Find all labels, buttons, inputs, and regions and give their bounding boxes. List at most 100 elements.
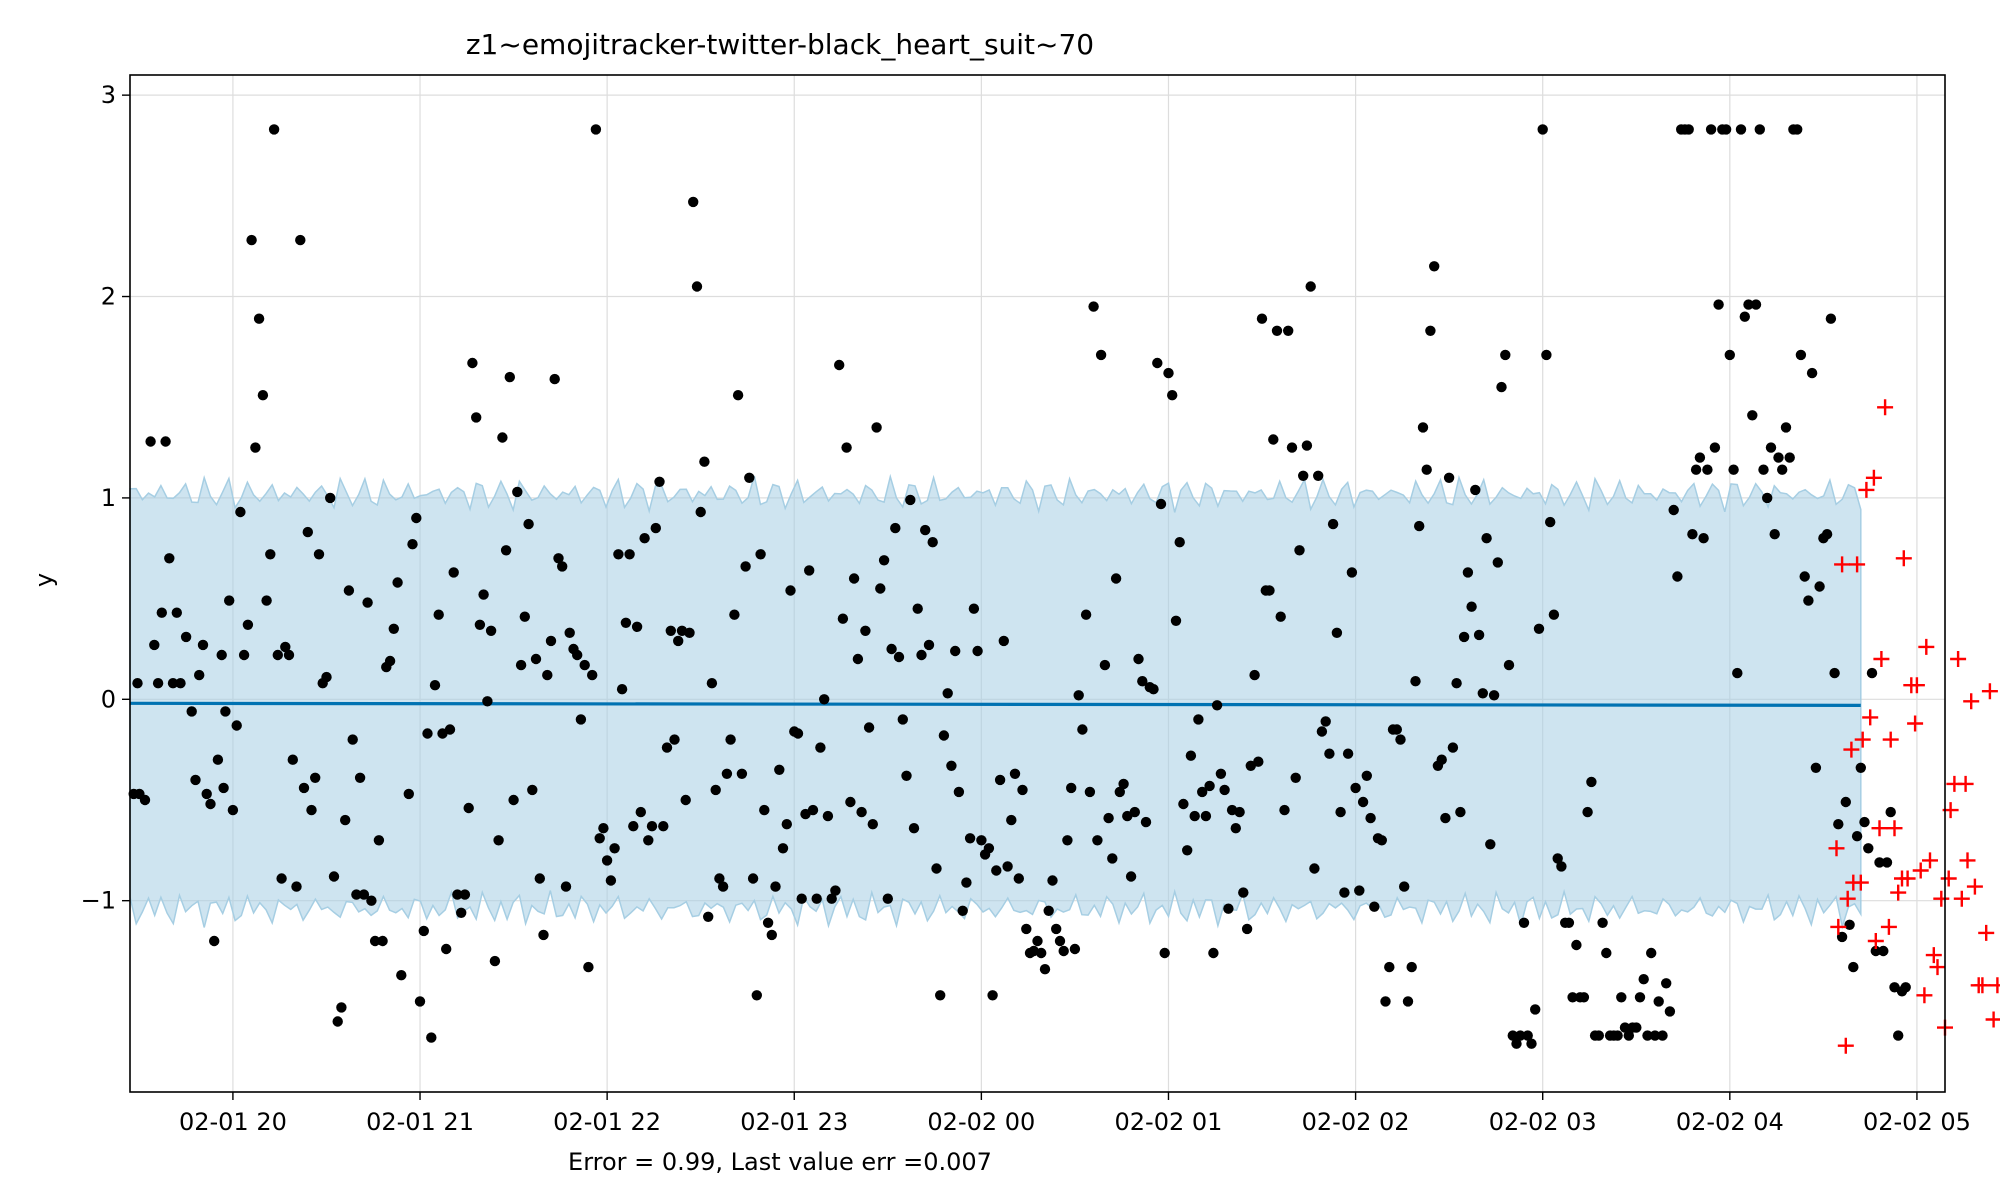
observed-point — [1866, 667, 1878, 679]
observed-point — [1159, 947, 1170, 959]
observed-point — [1683, 124, 1694, 135]
observed-point — [1234, 806, 1245, 818]
observed-point — [549, 373, 560, 385]
observed-point — [433, 609, 444, 620]
observed-point — [1833, 819, 1844, 830]
observed-point — [1140, 816, 1152, 828]
observed-point — [1792, 124, 1803, 135]
observed-point — [1443, 472, 1455, 483]
observed-point — [1455, 806, 1466, 818]
anomaly-point — [1880, 918, 1897, 935]
observed-point — [171, 607, 182, 618]
observed-point — [837, 613, 849, 624]
observed-point — [1507, 1030, 1519, 1041]
observed-point — [1597, 917, 1608, 928]
observed-point — [268, 124, 280, 135]
observed-point — [1380, 996, 1391, 1007]
anomaly-point — [1959, 852, 1976, 869]
anomaly-point — [1862, 709, 1879, 726]
observed-point — [1859, 816, 1870, 828]
observed-point — [991, 865, 1002, 876]
observed-point — [620, 617, 632, 628]
observed-point — [1062, 835, 1073, 846]
observed-point — [1114, 786, 1126, 798]
observed-point — [1335, 806, 1346, 818]
observed-point — [1253, 756, 1264, 767]
observed-point — [1088, 301, 1099, 312]
observed-point — [354, 772, 366, 783]
observed-point — [1829, 667, 1840, 679]
observed-point — [321, 671, 332, 683]
observed-point — [358, 889, 370, 900]
anomaly-point — [1837, 1037, 1854, 1054]
observed-point — [1462, 567, 1474, 578]
observed-point — [1646, 947, 1657, 959]
observed-point — [1107, 853, 1118, 864]
observed-point — [669, 734, 680, 745]
observed-point — [351, 889, 362, 900]
anomaly-point — [1873, 651, 1890, 667]
observed-point — [403, 788, 414, 800]
observed-point — [875, 583, 886, 594]
observed-point — [220, 706, 231, 717]
observed-point — [923, 639, 935, 651]
observed-point — [212, 754, 224, 765]
observed-point — [426, 1032, 437, 1043]
observed-point — [1806, 367, 1818, 379]
observed-point — [1488, 690, 1500, 701]
observed-point — [1623, 1030, 1635, 1041]
observed-point — [1821, 529, 1833, 540]
observed-point — [609, 843, 620, 854]
observed-point — [1810, 762, 1822, 773]
observed-point — [1593, 1030, 1605, 1041]
anomaly-point — [1957, 775, 1974, 792]
x-tick-label: 02-02 01 — [1115, 1108, 1223, 1136]
observed-point — [639, 533, 650, 544]
observed-point — [1878, 945, 1889, 957]
observed-point — [362, 597, 373, 608]
anomaly-point — [1886, 820, 1903, 837]
observed-point — [1320, 716, 1331, 727]
observed-point — [139, 794, 151, 806]
observed-point — [587, 669, 598, 681]
anomaly-point — [1933, 890, 1950, 907]
anomaly-point — [1918, 638, 1935, 655]
observed-point — [1687, 529, 1698, 540]
anomaly-point — [1877, 399, 1894, 416]
observed-point — [227, 804, 239, 816]
observed-point — [1193, 714, 1204, 725]
observed-point — [238, 649, 250, 661]
observed-point — [732, 390, 744, 401]
x-tick-label: 02-02 03 — [1489, 1108, 1597, 1136]
observed-point — [201, 788, 212, 800]
observed-point — [1316, 726, 1328, 737]
observed-point — [1649, 1030, 1661, 1041]
observed-point — [1073, 690, 1084, 701]
observed-point — [328, 871, 340, 882]
observed-point — [1406, 961, 1417, 973]
observed-point — [1054, 935, 1066, 947]
observed-point — [1032, 935, 1043, 947]
observed-point — [920, 524, 931, 536]
observed-point — [463, 802, 474, 814]
observed-point — [1092, 835, 1103, 846]
observed-point — [190, 774, 201, 786]
chart-title: z1~emojitracker-twitter-black_heart_suit… — [466, 28, 1094, 61]
observed-point — [590, 124, 602, 135]
observed-point — [1780, 422, 1792, 433]
observed-point — [867, 819, 878, 830]
observed-point — [1039, 964, 1051, 975]
observed-point — [418, 925, 429, 937]
observed-point — [1125, 871, 1137, 882]
anomaly-point — [1916, 987, 1933, 1004]
observed-point — [216, 649, 227, 661]
observed-point — [1211, 700, 1223, 711]
observed-point — [1694, 452, 1706, 463]
observed-point — [972, 645, 983, 657]
observed-point — [1720, 124, 1732, 135]
observed-point — [785, 585, 796, 596]
observed-point — [441, 943, 452, 955]
observed-point — [1286, 442, 1298, 453]
observed-point — [1893, 1030, 1904, 1041]
observed-point — [1346, 567, 1358, 578]
